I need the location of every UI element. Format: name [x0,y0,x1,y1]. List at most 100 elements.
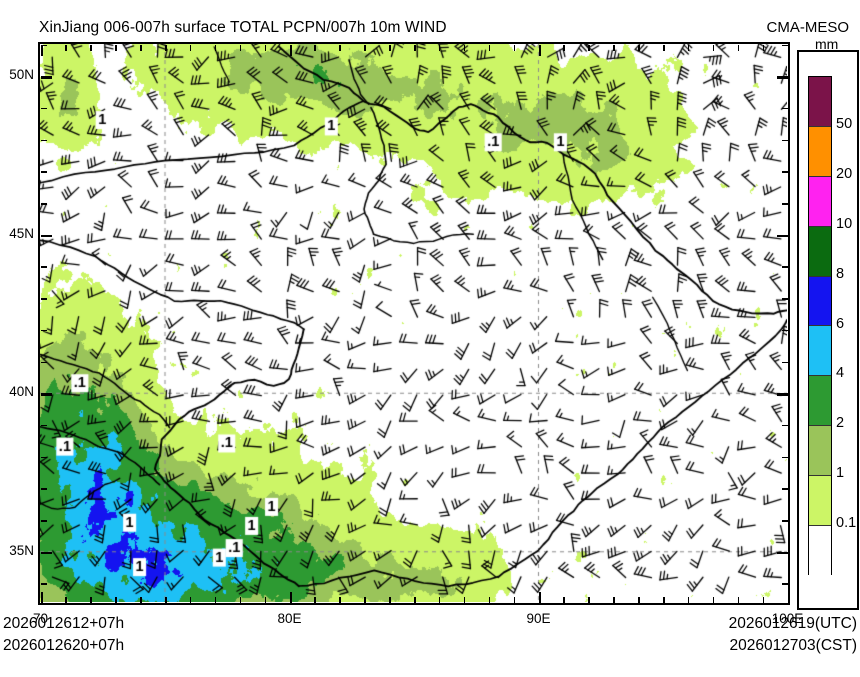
xtick-93 [613,596,615,603]
colorbar-band-0 [809,77,831,127]
xtick-top-98 [737,44,740,51]
xtick-top-80 [289,44,292,56]
xtick-top-93 [613,44,615,51]
ytick-right-50 [776,76,788,79]
xtick-89 [513,596,516,603]
xtick-top-79 [264,44,267,51]
xtick-top-89 [513,44,516,51]
xtick-top-91 [563,44,565,51]
footer-init-time-utc: 2026012612+07h [3,615,125,632]
x-axis-label-100E: 100E [771,610,804,626]
ytick-right-44 [781,266,788,268]
xtick-73 [115,596,117,603]
ytick-right-48 [781,139,788,142]
xtick-top-100 [787,44,790,56]
ytick-right-39 [781,424,788,427]
footer-valid-time-utc: 2026012619(UTC) [728,615,857,632]
xtick-top-87 [463,44,466,51]
colorbar-tick-50: 50 [836,115,853,132]
colorbar-tick-2: 2 [836,415,845,432]
ytick-43 [40,298,47,300]
ytick-47 [40,171,47,173]
colorbar-band-2 [809,176,831,227]
footer-valid-time-cst: 2026012703(CST) [729,637,857,654]
xtick-top-75 [165,44,167,51]
ytick-right-36 [781,520,788,522]
ytick-right-38 [781,456,788,459]
y-axis-label-35N: 35N [9,542,34,558]
ytick-right-42 [781,329,788,332]
xtick-top-82 [339,44,341,51]
colorbar-band-7 [809,426,831,477]
ytick-right-51 [781,44,788,46]
ytick-38 [40,456,47,459]
xtick-87 [463,596,466,603]
colorbar-tick-1: 1 [836,465,845,482]
xtick-top-77 [214,44,217,51]
xtick-72 [90,596,92,603]
xtick-top-73 [115,44,117,51]
colorbar-tick-20: 20 [836,165,853,182]
colorbar-band-4 [809,276,831,327]
xtick-top-86 [438,44,441,51]
y-axis-label-50N: 50N [9,67,34,83]
xtick-88 [488,596,491,603]
xtick-71 [65,596,67,603]
xtick-84 [389,596,391,603]
xtick-top-95 [663,44,665,51]
xtick-top-99 [762,44,765,51]
xtick-83 [364,596,366,603]
xtick-85 [414,596,416,603]
colorbar-tick-4: 4 [836,365,845,382]
ytick-right-41 [781,361,788,364]
ytick-51 [40,44,47,46]
xtick-95 [663,596,665,603]
x-axis-label-90E: 90E [526,610,551,626]
ytick-right-34 [781,583,788,585]
xtick-90 [538,591,541,603]
ytick-40 [40,393,52,396]
xtick-top-92 [588,44,590,51]
ytick-right-40 [776,393,788,396]
colorbar-band-5 [809,326,831,377]
y-axis-label-40N: 40N [9,384,34,400]
page-title: XinJiang 006-007h surface TOTAL PCPN/007… [39,19,447,36]
xtick-78 [239,596,242,603]
xtick-top-90 [538,44,541,56]
xtick-top-72 [90,44,92,51]
ytick-45 [40,234,52,238]
xtick-top-88 [488,44,491,51]
colorbar-tick-10: 10 [836,215,853,232]
xtick-97 [712,596,715,603]
map-plot-area [38,42,790,605]
colorbar-tick-6: 6 [836,315,845,332]
xtick-96 [687,596,690,603]
ytick-right-43 [781,298,788,300]
colorbar-frame [797,50,859,610]
ytick-right-47 [781,171,788,173]
xtick-81 [314,596,316,603]
colorbar-band-1 [809,126,831,177]
footer-init-time-cst: 2026012620+07h [3,637,125,654]
xtick-98 [737,596,740,603]
ytick-44 [40,266,47,268]
x-axis-label-80E: 80E [277,610,302,626]
ytick-50 [40,76,52,79]
ytick-46 [40,203,47,205]
xtick-top-71 [65,44,67,51]
ytick-39 [40,424,47,427]
ytick-42 [40,329,47,332]
colorbar-unit-label: mm [815,36,839,52]
ytick-right-49 [781,107,788,110]
ytick-37 [40,488,47,490]
xtick-77 [214,596,217,603]
xtick-76 [189,596,192,603]
xtick-75 [165,596,167,603]
ytick-34 [40,583,47,585]
xtick-99 [762,596,765,603]
colorbar-band-8 [809,476,831,527]
map-canvas [40,44,787,602]
y-axis-label-45N: 45N [9,225,34,241]
xtick-70 [40,591,43,603]
